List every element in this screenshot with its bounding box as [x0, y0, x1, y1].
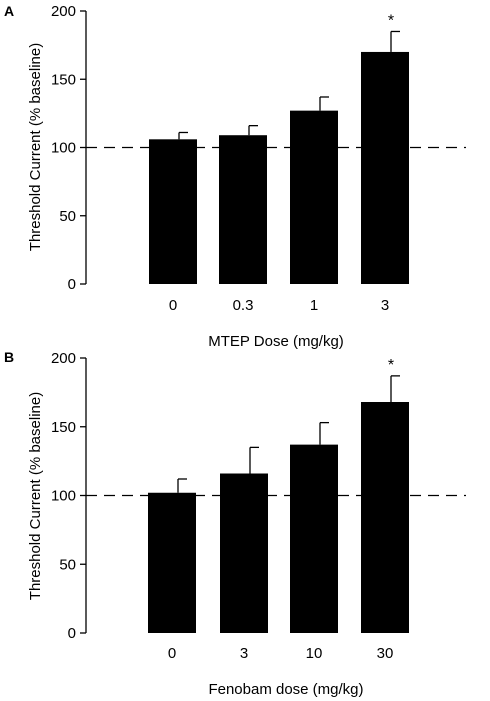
y-tick-label-b: 0: [68, 625, 76, 642]
y-tick-label-a: 100: [51, 140, 76, 157]
y-axis-title-b: Threshold Current (% baseline): [27, 392, 44, 600]
y-axis-title-a: Threshold Current (% baseline): [27, 43, 44, 251]
x-axis-title-a: MTEP Dose (mg/kg): [208, 333, 344, 350]
x-tick-label-a: 0: [169, 297, 177, 314]
y-tick-label-a: 150: [51, 71, 76, 88]
y-tick-label-a: 0: [68, 276, 76, 293]
significance-marker-a: *: [388, 12, 394, 29]
bar-b: [220, 473, 268, 633]
bar-a: [361, 51, 409, 285]
panel-b: B Threshold Current (% baseline) Fenobam…: [4, 349, 466, 698]
bar-a: [219, 135, 267, 284]
bar-b: [290, 444, 338, 633]
y-tick-label-b: 100: [51, 488, 76, 505]
x-tick-label-b: 30: [377, 645, 394, 662]
y-tick-label-b: 200: [51, 350, 76, 367]
y-tick-label-a: 200: [51, 3, 76, 20]
panel-label-a: A: [4, 3, 14, 19]
x-axis-title-b: Fenobam dose (mg/kg): [208, 681, 363, 698]
x-tick-label-a: 0.3: [233, 297, 254, 314]
bar-b: [361, 402, 409, 633]
bar-b: [148, 492, 196, 633]
panel-a: A Threshold Current (% baseline) MTEP Do…: [4, 3, 466, 350]
x-tick-label-b: 0: [168, 645, 176, 662]
y-tick-label-b: 50: [59, 556, 76, 573]
significance-marker-b: *: [388, 357, 394, 374]
x-tick-label-a: 1: [310, 297, 318, 314]
panel-label-b: B: [4, 349, 14, 365]
y-tick-label-a: 50: [59, 208, 76, 225]
bar-a: [290, 110, 338, 285]
x-tick-label-b: 3: [240, 645, 248, 662]
x-tick-label-b: 10: [306, 645, 323, 662]
x-tick-label-a: 3: [381, 297, 389, 314]
y-tick-label-b: 150: [51, 419, 76, 436]
bar-a: [149, 139, 197, 284]
